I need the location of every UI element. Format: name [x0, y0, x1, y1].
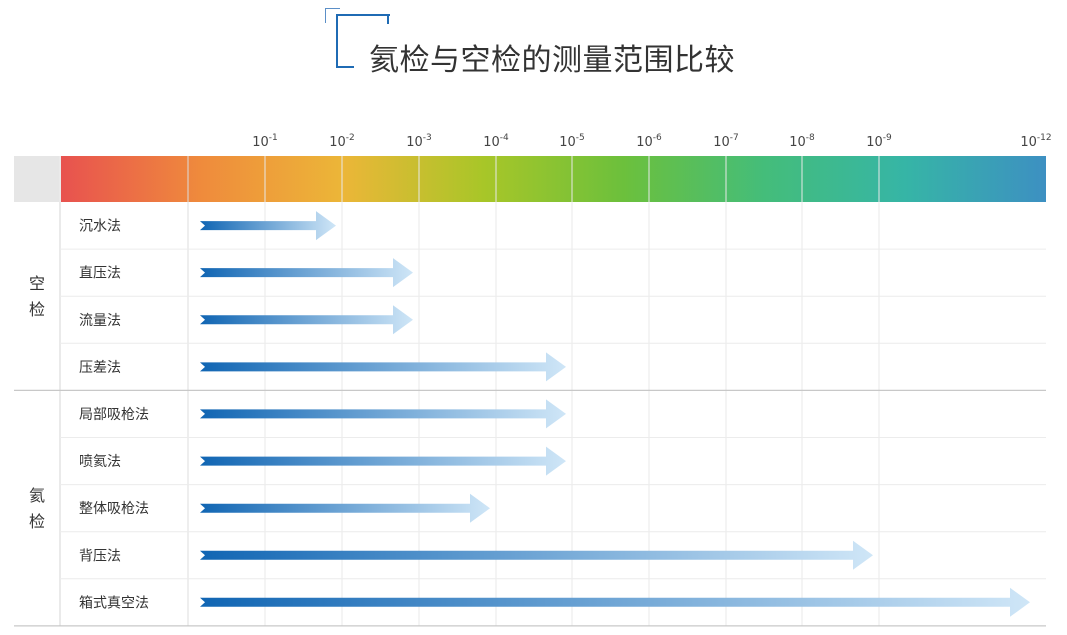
chart-title: 氦检与空检的测量范围比较	[369, 43, 735, 78]
x-tick-label: 10-3	[406, 133, 432, 150]
x-tick-label: 10-12	[1020, 133, 1051, 150]
group-label: 氦检	[29, 486, 45, 531]
method-label: 压差法	[79, 360, 121, 376]
x-tick-label: 10-8	[789, 133, 815, 150]
method-label: 箱式真空法	[79, 595, 149, 611]
leak-rate-spectrum-band	[61, 156, 1046, 202]
method-label: 直压法	[79, 265, 121, 282]
method-label: 背压法	[79, 548, 121, 564]
x-tick-label: 10-9	[866, 133, 892, 150]
range-arrow	[200, 587, 1030, 617]
title-bracket-underline	[336, 66, 354, 68]
title-bracket-tick	[387, 14, 389, 24]
range-arrow	[200, 399, 566, 429]
header-corner-cell	[14, 156, 59, 202]
range-arrow	[200, 446, 566, 476]
method-label: 喷氦法	[79, 454, 121, 470]
range-arrow	[200, 352, 566, 382]
method-label: 沉水法	[79, 219, 121, 235]
x-tick-label: 10-2	[329, 133, 355, 150]
x-tick-label: 10-5	[559, 133, 585, 150]
chart-title-block: 氦检与空检的测量范围比较	[325, 8, 765, 78]
method-label: 整体吸枪法	[79, 500, 149, 517]
x-tick-label: 10-4	[483, 133, 509, 150]
range-arrow	[200, 258, 413, 288]
method-label: 局部吸枪法	[79, 406, 149, 423]
group-label: 空检	[29, 274, 45, 319]
range-arrow	[200, 211, 336, 241]
x-tick-label: 10-7	[713, 133, 739, 150]
x-tick-label: 10-1	[252, 133, 278, 150]
title-bracket-decoration	[336, 14, 390, 68]
x-tick-label: 10-6	[636, 133, 662, 150]
range-arrow	[200, 305, 413, 335]
method-label: 流量法	[79, 313, 121, 329]
title-bracket-decoration-small	[325, 8, 340, 23]
range-arrow	[200, 493, 490, 523]
range-arrow	[200, 540, 873, 570]
